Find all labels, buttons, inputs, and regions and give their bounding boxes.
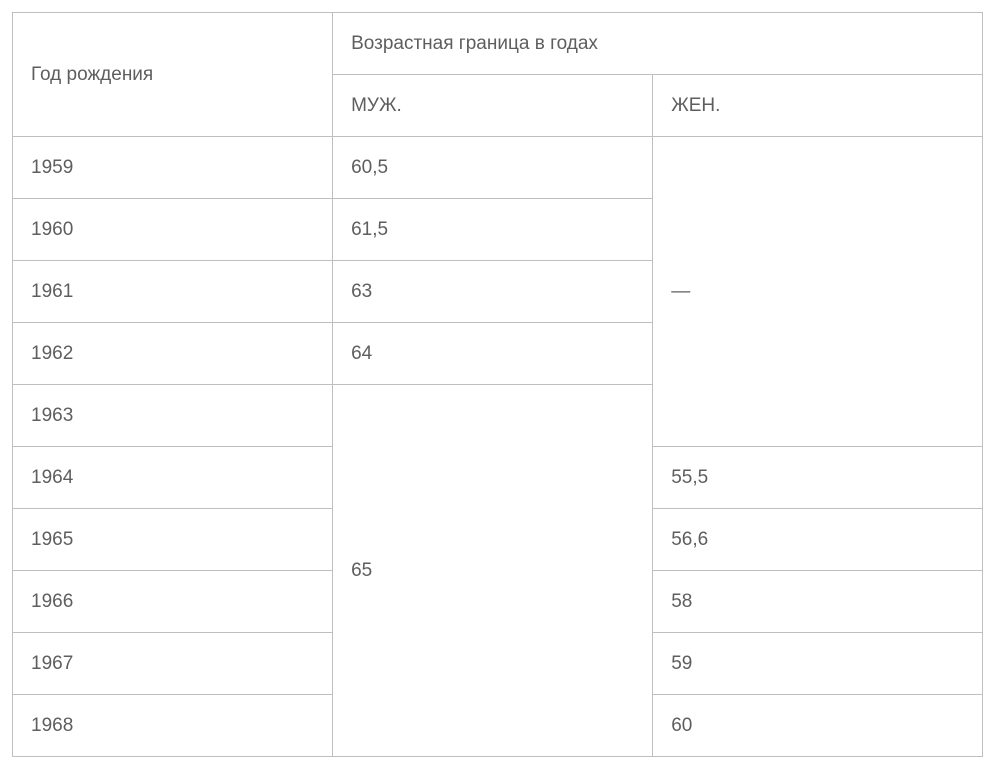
cell-female: 58 [653, 571, 983, 633]
cell-year: 1967 [13, 633, 333, 695]
cell-year: 1959 [13, 137, 333, 199]
header-female: ЖЕН. [653, 75, 983, 137]
header-male: МУЖ. [333, 75, 653, 137]
cell-male: 60,5 [333, 137, 653, 199]
table-row: 1959 60,5 — [13, 137, 983, 199]
cell-female: 56,6 [653, 509, 983, 571]
cell-female: 60 [653, 695, 983, 757]
cell-male: 63 [333, 261, 653, 323]
cell-year: 1964 [13, 447, 333, 509]
cell-year: 1962 [13, 323, 333, 385]
cell-year: 1963 [13, 385, 333, 447]
cell-female: 59 [653, 633, 983, 695]
header-year: Год рождения [13, 13, 333, 137]
cell-male: 64 [333, 323, 653, 385]
cell-year: 1960 [13, 199, 333, 261]
cell-male: 61,5 [333, 199, 653, 261]
cell-female: 55,5 [653, 447, 983, 509]
cell-female-merged: — [653, 137, 983, 447]
age-boundary-table: Год рождения Возрастная граница в годах … [12, 12, 983, 757]
cell-male-merged: 65 [333, 385, 653, 757]
header-age-boundary: Возрастная граница в годах [333, 13, 983, 75]
cell-year: 1965 [13, 509, 333, 571]
cell-year: 1966 [13, 571, 333, 633]
cell-year: 1968 [13, 695, 333, 757]
cell-year: 1961 [13, 261, 333, 323]
